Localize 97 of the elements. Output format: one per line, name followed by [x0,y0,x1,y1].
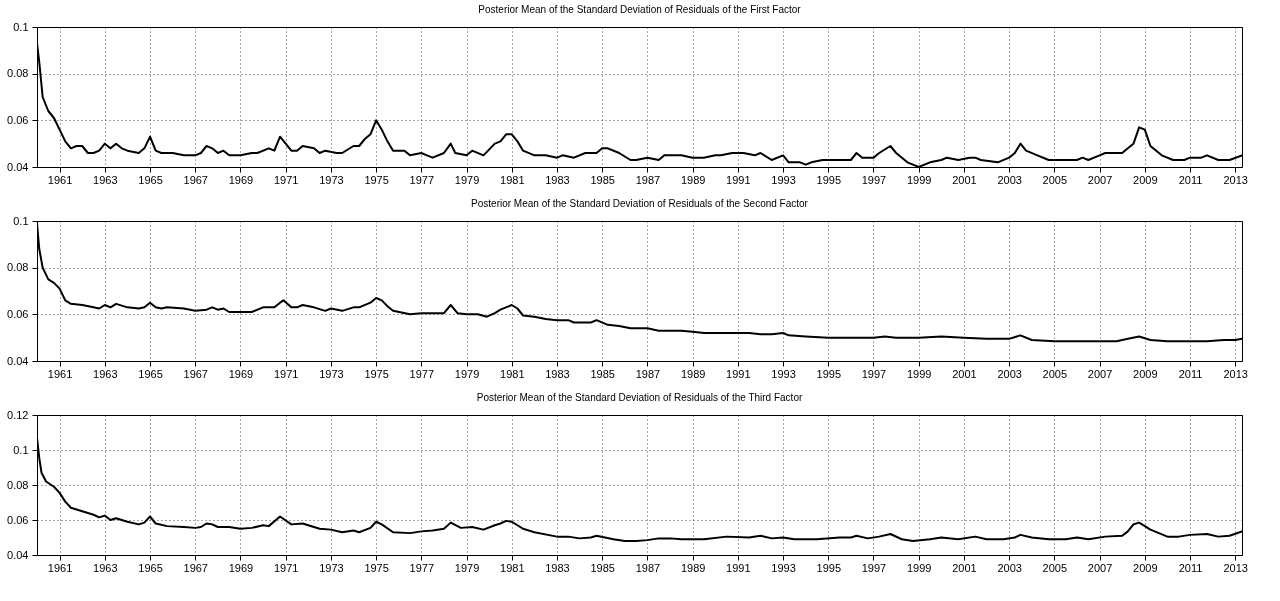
x-tick-label: 2003 [997,173,1022,186]
chart-title: Posterior Mean of the Standard Deviation of Residuals of the First Factor [478,4,802,15]
x-tick-label: 1999 [906,367,932,380]
x-tick-label: 2007 [1087,367,1113,380]
x-tick-label: 1989 [680,367,706,380]
x-tick-label: 1979 [454,173,480,186]
x-tick-label: 1973 [319,367,344,380]
x-tick-label: 1967 [183,367,208,380]
chart-title: Posterior Mean of the Standard Deviation of Residuals of the Second Factor [471,198,809,209]
y-tick-label: 0.08 [7,67,29,80]
x-tick-label: 1979 [454,367,480,380]
x-tick-label: 2011 [1178,367,1203,380]
x-tick-label: 1965 [138,561,163,574]
y-tick-label: 0.04 [7,354,29,367]
y-tick-label: 0.12 [7,408,29,421]
x-tick-label: 1997 [861,367,887,380]
x-tick-label: 1987 [635,173,661,186]
x-tick-label: 1971 [273,561,299,574]
x-tick-label: 1965 [138,173,163,186]
x-tick-label: 1999 [906,561,932,574]
x-tick-label: 1993 [771,367,796,380]
x-tick-label: 1995 [816,173,842,186]
x-tick-label: 1981 [500,561,525,574]
y-tick-label: 0.06 [7,113,29,126]
x-tick-label: 1975 [364,367,389,380]
x-tick-label: 1987 [635,367,661,380]
x-tick-label: 1983 [545,173,570,186]
x-tick-label: 1963 [93,367,118,380]
x-tick-label: 1985 [590,173,615,186]
x-tick-label: 1969 [228,367,254,380]
x-tick-label: 2013 [1223,367,1248,380]
y-tick-label: 0.06 [7,513,29,526]
x-tick-label: 1973 [319,561,344,574]
x-tick-label: 1961 [47,561,73,574]
x-tick-label: 1991 [726,561,751,574]
x-tick-label: 1989 [680,561,706,574]
x-tick-label: 2007 [1087,173,1113,186]
x-tick-label: 1985 [590,561,615,574]
y-tick-label: 0.1 [13,20,29,33]
x-tick-label: 2003 [997,367,1022,380]
x-tick-label: 2009 [1133,173,1158,186]
x-tick-label: 2013 [1223,173,1248,186]
x-tick-label: 2007 [1087,561,1113,574]
x-tick-label: 2005 [1042,173,1068,186]
chart-title: Posterior Mean of the Standard Deviation of Residuals of the Third Factor [476,392,803,403]
y-tick-label: 0.08 [7,478,29,491]
x-tick-label: 1963 [93,173,118,186]
y-tick-label: 0.04 [7,160,29,173]
x-tick-label: 1987 [635,561,661,574]
x-tick-label: 1993 [771,173,796,186]
x-tick-label: 1977 [409,367,435,380]
x-tick-label: 1975 [364,173,389,186]
x-tick-label: 1961 [47,173,73,186]
y-tick-label: 0.1 [13,214,29,227]
x-tick-label: 1981 [500,367,525,380]
x-tick-label: 1997 [861,561,887,574]
x-tick-label: 1981 [500,173,525,186]
x-tick-label: 1997 [861,173,887,186]
x-tick-label: 1983 [545,367,570,380]
x-tick-label: 1967 [183,561,208,574]
x-tick-label: 2013 [1223,561,1248,574]
x-tick-label: 1963 [93,561,118,574]
x-tick-label: 1993 [771,561,796,574]
x-tick-label: 1999 [906,173,932,186]
y-tick-label: 0.06 [7,307,29,320]
x-tick-label: 2001 [952,561,977,574]
x-tick-label: 2001 [952,173,977,186]
x-tick-label: 2005 [1042,561,1068,574]
x-tick-label: 1995 [816,367,842,380]
y-tick-label: 0.08 [7,261,29,274]
x-tick-label: 1961 [47,367,73,380]
x-tick-label: 2011 [1178,561,1203,574]
x-tick-label: 1971 [273,367,299,380]
x-tick-label: 2009 [1133,561,1158,574]
x-tick-label: 2009 [1133,367,1158,380]
x-tick-label: 2011 [1178,173,1203,186]
x-tick-label: 1969 [228,173,254,186]
x-tick-label: 2005 [1042,367,1068,380]
x-tick-label: 1969 [228,561,254,574]
x-tick-label: 1967 [183,173,208,186]
x-tick-label: 1977 [409,561,435,574]
x-tick-label: 1985 [590,367,615,380]
x-tick-label: 1977 [409,173,435,186]
x-tick-label: 1989 [680,173,706,186]
x-tick-label: 1983 [545,561,570,574]
y-tick-label: 0.1 [13,443,29,456]
x-tick-label: 1971 [273,173,299,186]
x-tick-label: 1995 [816,561,842,574]
x-tick-label: 2001 [952,367,977,380]
x-tick-label: 1973 [319,173,344,186]
x-tick-label: 1975 [364,561,389,574]
x-tick-label: 1991 [726,173,751,186]
x-tick-label: 2003 [997,561,1022,574]
x-tick-label: 1979 [454,561,480,574]
x-tick-label: 1991 [726,367,751,380]
y-tick-label: 0.04 [7,548,29,561]
x-tick-label: 1965 [138,367,163,380]
